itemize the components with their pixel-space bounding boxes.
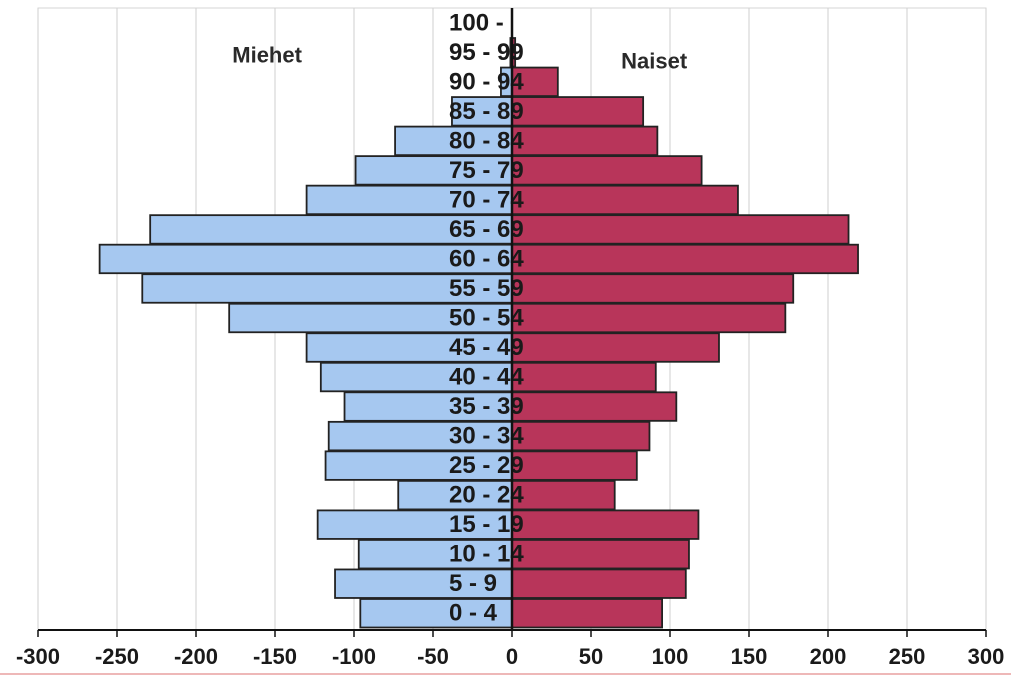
male-bar (334, 568, 513, 599)
category-label: 5 - 9 (449, 570, 497, 597)
female-bar (511, 125, 659, 157)
female-bar (511, 214, 850, 245)
x-tick-label: -50 (417, 644, 449, 669)
male-bar (394, 125, 513, 157)
female-bar (511, 539, 690, 570)
bar-layer (98, 37, 859, 629)
female-bar (511, 361, 657, 393)
female-bar (511, 509, 700, 540)
female-bar (511, 479, 616, 511)
series-label-miehet: Miehet (232, 43, 302, 68)
x-tick-label: 0 (506, 644, 518, 669)
male-bar (343, 391, 513, 422)
female-bar (511, 155, 703, 186)
female-bar (511, 96, 645, 127)
x-tick-label: 50 (579, 644, 603, 669)
x-tick-label: 150 (731, 644, 768, 669)
female-bar (511, 332, 720, 363)
male-bar (324, 450, 513, 481)
x-tick-label: 100 (652, 644, 689, 669)
female-bar (511, 273, 795, 304)
female-bar (511, 302, 787, 334)
male-bar (359, 598, 513, 629)
male-bar (357, 539, 513, 570)
category-label: 0 - 4 (449, 600, 498, 627)
male-bar (305, 332, 513, 363)
female-bar (511, 243, 859, 275)
male-bar (319, 361, 513, 393)
female-bar (511, 598, 664, 629)
category-label: 100 - (449, 9, 504, 36)
x-tick-label: 300 (968, 644, 1005, 669)
x-tick-label: -250 (95, 644, 139, 669)
x-tick-label: -100 (332, 644, 376, 669)
x-tick-label: -300 (16, 644, 60, 669)
male-bar (149, 214, 513, 245)
female-bar (511, 420, 651, 452)
x-tick-label: -150 (253, 644, 297, 669)
female-bar (511, 66, 559, 97)
x-tick-label: -200 (174, 644, 218, 669)
female-bar (511, 184, 739, 216)
female-bar (511, 568, 687, 599)
x-tick-label: 200 (810, 644, 847, 669)
male-bar (305, 184, 513, 216)
x-tick-label: 250 (889, 644, 926, 669)
male-bar (316, 509, 513, 540)
female-bar (511, 391, 678, 422)
male-bar (354, 155, 513, 186)
male-bar (141, 273, 513, 304)
male-bar (397, 479, 513, 511)
female-bar (511, 450, 638, 481)
axis-layer: -300 -250 -200 -150 -100 -50 0 50 100 150 200 250 30… (0, 8, 1011, 675)
series-label-naiset: Naiset (621, 49, 688, 74)
